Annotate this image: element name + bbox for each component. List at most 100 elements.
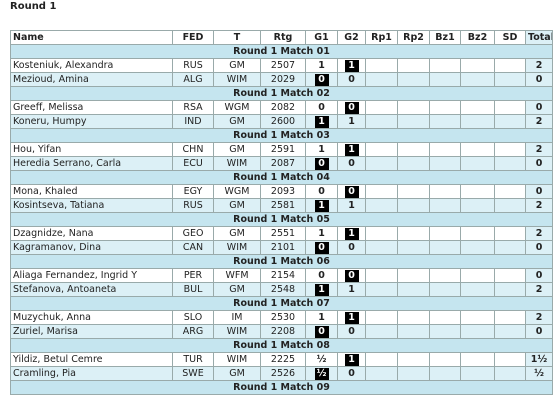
empty-cell (397, 240, 430, 255)
empty-cell (365, 100, 398, 115)
black-game-score: 1 (314, 283, 329, 296)
empty-cell (460, 240, 495, 255)
empty-cell (494, 156, 526, 171)
match-row: Round 1 Match 07 (10, 296, 553, 311)
empty-cell (429, 268, 461, 283)
total-score: 2 (525, 58, 553, 73)
federation: CHN (172, 142, 214, 157)
empty-cell (460, 226, 495, 241)
match-row: Round 1 Match 08 (10, 338, 553, 353)
game-score: 0 (337, 72, 366, 87)
game-score: 0 (305, 324, 338, 339)
game-score: 1 (337, 226, 366, 241)
empty-cell (494, 240, 526, 255)
empty-cell (365, 58, 398, 73)
player-row: Hou, Yifan CHN GM 2591 1 1 2 (10, 142, 553, 157)
column-header: Name (10, 30, 173, 45)
federation: TUR (172, 352, 214, 367)
game-score: 0 (337, 184, 366, 199)
game-score: ½ (305, 352, 338, 367)
game-score: 1 (305, 198, 338, 213)
federation: EGY (172, 184, 214, 199)
empty-cell (494, 72, 526, 87)
game-score: 0 (337, 366, 366, 381)
match-row: Round 1 Match 03 (10, 128, 553, 143)
player-name: Heredia Serrano, Carla (10, 156, 173, 171)
black-game-score: 0 (314, 73, 329, 86)
empty-cell (429, 114, 461, 129)
empty-cell (429, 100, 461, 115)
title: GM (213, 198, 261, 213)
game-score: 1 (305, 142, 338, 157)
rating: 2548 (260, 282, 306, 297)
game-score: 1 (337, 114, 366, 129)
player-name: Aliaga Fernandez, Ingrid Y (10, 268, 173, 283)
game-score: 1 (337, 198, 366, 213)
empty-cell (429, 184, 461, 199)
rating: 2082 (260, 100, 306, 115)
total-score: 2 (525, 310, 553, 325)
empty-cell (494, 226, 526, 241)
match-label: Round 1 Match 02 (10, 86, 553, 101)
total-score: 2 (525, 114, 553, 129)
empty-cell (397, 282, 430, 297)
title: WGM (213, 184, 261, 199)
federation: RUS (172, 58, 214, 73)
federation: PER (172, 268, 214, 283)
empty-cell (460, 156, 495, 171)
player-name: Stefanova, Antoaneta (10, 282, 173, 297)
federation: ARG (172, 324, 214, 339)
title: WIM (213, 324, 261, 339)
game-score: 1 (337, 352, 366, 367)
empty-cell (365, 226, 398, 241)
match-label: Round 1 Match 05 (10, 212, 553, 227)
black-game-score: 0 (344, 185, 359, 198)
player-name: Mona, Khaled (10, 184, 173, 199)
empty-cell (365, 324, 398, 339)
title: GM (213, 142, 261, 157)
empty-cell (397, 114, 430, 129)
player-row: Cramling, Pia SWE GM 2526 ½ 0 ½ (10, 366, 553, 381)
game-score: 0 (337, 100, 366, 115)
federation: SWE (172, 366, 214, 381)
rating: 2581 (260, 198, 306, 213)
black-game-score: ½ (314, 367, 329, 380)
player-name: Yildiz, Betul Cemre (10, 352, 173, 367)
empty-cell (494, 142, 526, 157)
empty-cell (429, 156, 461, 171)
player-row: Kosteniuk, Alexandra RUS GM 2507 1 1 2 (10, 58, 553, 73)
rating: 2154 (260, 268, 306, 283)
empty-cell (365, 352, 398, 367)
column-header: T (213, 30, 261, 45)
page-title: Round 1 (10, 1, 57, 12)
empty-cell (429, 324, 461, 339)
table-body: Round 1 Match 01 Kosteniuk, Alexandra RUS G… (10, 44, 553, 395)
empty-cell (460, 324, 495, 339)
match-label: Round 1 Match 09 (10, 380, 553, 395)
black-game-score: 0 (314, 241, 329, 254)
player-row: Mona, Khaled EGY WGM 2093 0 0 0 (10, 184, 553, 199)
empty-cell (494, 352, 526, 367)
black-game-score: 1 (344, 227, 359, 240)
game-score: 0 (337, 240, 366, 255)
match-label: Round 1 Match 03 (10, 128, 553, 143)
empty-cell (429, 352, 461, 367)
player-row: Dzagnidze, Nana GEO GM 2551 1 1 2 (10, 226, 553, 241)
total-score: 0 (525, 240, 553, 255)
empty-cell (365, 142, 398, 157)
player-row: Kagramanov, Dina CAN WIM 2101 0 0 0 (10, 240, 553, 255)
game-score: 1 (305, 282, 338, 297)
black-game-score: 0 (314, 157, 329, 170)
player-row: Kosintseva, Tatiana RUS GM 2581 1 1 2 (10, 198, 553, 213)
player-row: Greeff, Melissa RSA WGM 2082 0 0 0 (10, 100, 553, 115)
game-score: ½ (305, 366, 338, 381)
title: WIM (213, 240, 261, 255)
federation: RSA (172, 100, 214, 115)
empty-cell (429, 310, 461, 325)
column-header: Rp2 (397, 30, 430, 45)
black-game-score: 0 (344, 101, 359, 114)
match-row: Round 1 Match 05 (10, 212, 553, 227)
empty-cell (460, 184, 495, 199)
game-score: 1 (305, 310, 338, 325)
empty-cell (494, 324, 526, 339)
